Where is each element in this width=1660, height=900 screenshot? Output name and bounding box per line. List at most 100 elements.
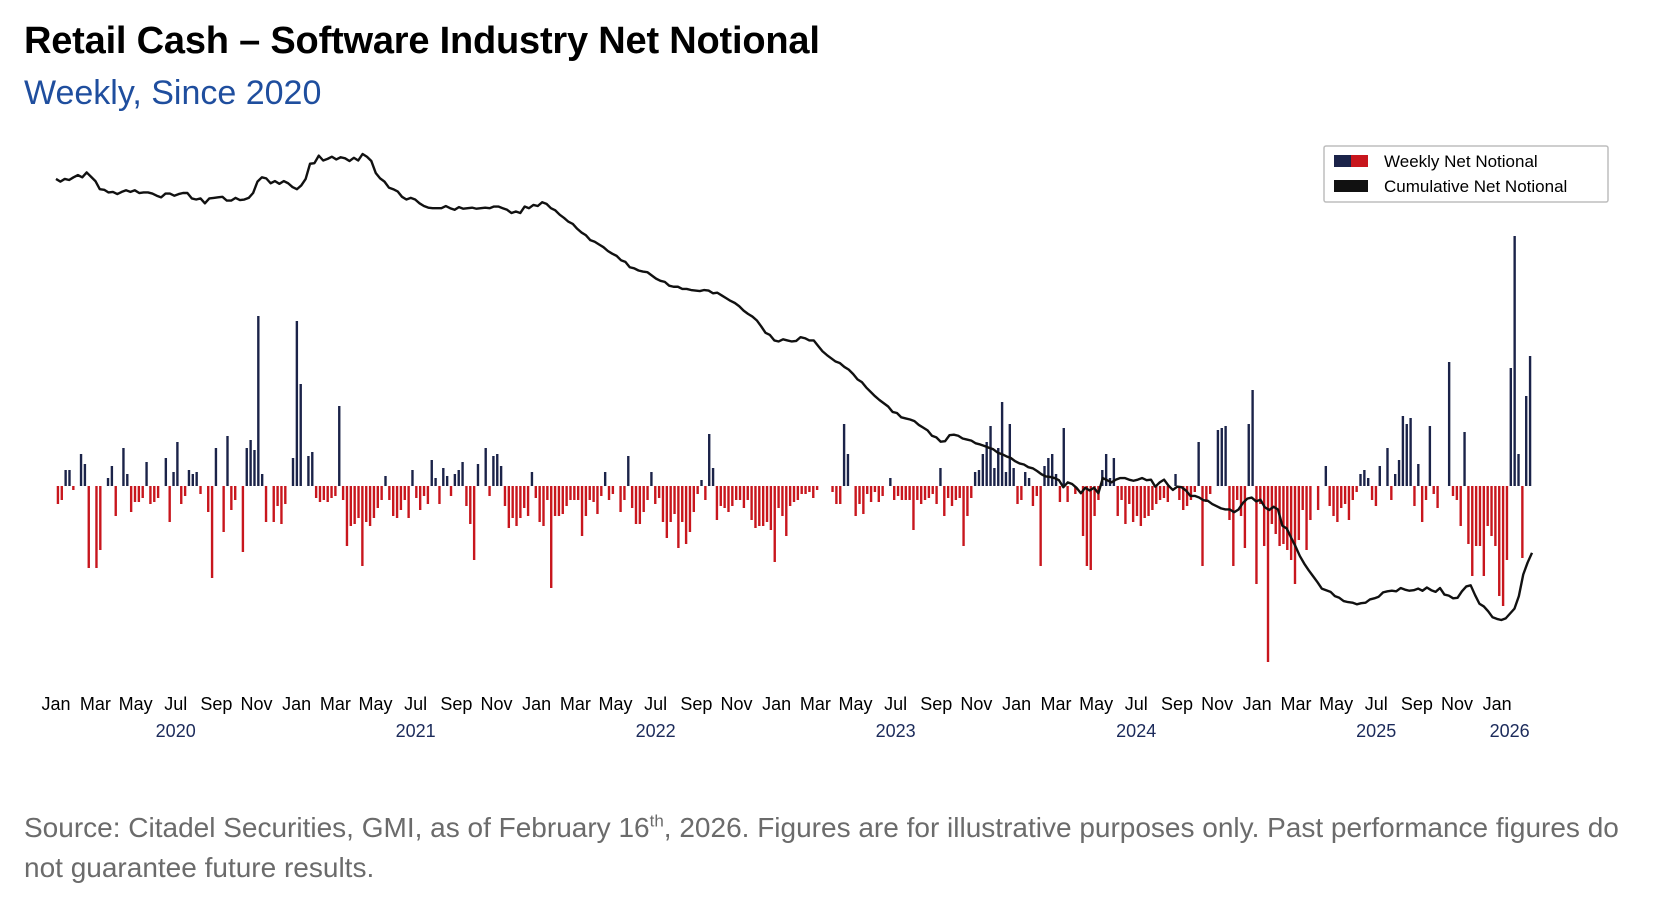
weekly-bar (492, 456, 495, 486)
weekly-bar (842, 424, 846, 486)
legend-box (1323, 145, 1609, 203)
weekly-bar (60, 486, 63, 500)
weekly-bar (769, 486, 773, 530)
x-tick-label: Mar (320, 694, 351, 714)
weekly-bar (79, 454, 83, 486)
weekly-bar (611, 486, 615, 494)
weekly-bar (1359, 474, 1362, 486)
weekly-bar (858, 486, 861, 504)
weekly-bar (214, 448, 218, 486)
weekly-bar (72, 486, 75, 490)
legend-label-cumulative: Cumulative Net Notional (1384, 177, 1567, 196)
x-tick-label: Sep (440, 694, 472, 714)
weekly-bar (981, 454, 985, 486)
weekly-bar (950, 486, 954, 506)
weekly-bar (970, 486, 973, 498)
x-tick-label: Sep (680, 694, 712, 714)
weekly-bar (422, 486, 426, 496)
x-tick-label: Jul (164, 694, 187, 714)
weekly-bar (808, 486, 811, 492)
weekly-bar (226, 436, 229, 486)
weekly-bar (550, 486, 553, 588)
weekly-bar (1197, 442, 1200, 486)
weekly-bar (1343, 486, 1347, 504)
weekly-bar (1309, 486, 1312, 520)
x-year-label: 2023 (876, 721, 916, 741)
weekly-bar (777, 486, 780, 508)
weekly-bar (87, 486, 90, 568)
weekly-bar (1143, 486, 1146, 518)
weekly-bar (638, 486, 642, 524)
weekly-bar (623, 486, 626, 500)
weekly-bar (904, 486, 907, 500)
source-text-part1: Source: Citadel Securities, GMI, as of F… (24, 812, 650, 843)
cumulative-line (55, 152, 1534, 622)
weekly-bar (434, 478, 437, 486)
weekly-bar (1020, 486, 1023, 500)
weekly-bar (735, 486, 738, 500)
weekly-bar (792, 486, 796, 502)
weekly-bar (569, 486, 572, 500)
weekly-bar (1374, 486, 1378, 506)
weekly-bar (1089, 486, 1092, 570)
x-tick-label: Jan (762, 694, 791, 714)
x-tick-label: May (1079, 694, 1113, 714)
weekly-bar (1128, 486, 1131, 504)
weekly-bar (1289, 486, 1293, 560)
x-year-label: 2026 (1490, 721, 1530, 741)
weekly-bar (1332, 486, 1335, 516)
weekly-bar (334, 486, 337, 496)
weekly-bar (866, 486, 869, 494)
weekly-bar (954, 486, 958, 500)
weekly-bar (962, 486, 965, 546)
source-text-part2: , 2026. Figures are for illustrative pur… (24, 812, 1619, 883)
weekly-bar (1378, 466, 1381, 486)
weekly-bar (642, 486, 645, 512)
weekly-bar (781, 486, 784, 516)
weekly-bar (415, 486, 418, 498)
weekly-bar (862, 486, 865, 514)
weekly-bar (854, 486, 857, 516)
weekly-bar (1120, 486, 1123, 500)
source-note: Source: Citadel Securities, GMI, as of F… (24, 808, 1644, 888)
weekly-bar (731, 486, 734, 506)
x-tick-label: Sep (1401, 694, 1433, 714)
weekly-bar (1367, 478, 1370, 486)
weekly-bar (1027, 478, 1031, 486)
x-tick-label: Nov (1201, 694, 1233, 714)
weekly-bar (1232, 486, 1235, 566)
x-tick-label: May (838, 694, 872, 714)
weekly-bar (711, 468, 715, 486)
weekly-bar (665, 486, 669, 538)
weekly-bar (426, 486, 430, 504)
weekly-bar (893, 486, 896, 500)
weekly-bar (1039, 486, 1042, 566)
weekly-bar (835, 486, 838, 504)
weekly-bar (114, 486, 117, 516)
weekly-bar (1239, 486, 1243, 516)
x-year-label: 2020 (156, 721, 196, 741)
weekly-bar (372, 486, 376, 518)
weekly-bar (1104, 454, 1108, 486)
weekly-bar (912, 486, 915, 530)
weekly-bar (519, 486, 522, 518)
x-tick-label: Sep (920, 694, 952, 714)
x-tick-label: Sep (1161, 694, 1193, 714)
weekly-bar (469, 486, 472, 524)
weekly-bar (977, 470, 981, 486)
weekly-bar (403, 486, 406, 500)
weekly-bar (881, 486, 884, 496)
weekly-bar (507, 486, 511, 528)
weekly-bar (646, 486, 649, 500)
weekly-bar (1112, 458, 1116, 486)
weekly-bar (565, 486, 568, 506)
weekly-bar (1012, 468, 1015, 486)
weekly-bar (1370, 486, 1374, 500)
weekly-bar (1131, 486, 1135, 522)
weekly-bar (376, 486, 379, 508)
weekly-bar (630, 486, 634, 508)
weekly-bar (889, 478, 892, 486)
weekly-bar (1008, 424, 1012, 486)
weekly-bar (330, 486, 333, 498)
weekly-bar (1251, 390, 1254, 486)
